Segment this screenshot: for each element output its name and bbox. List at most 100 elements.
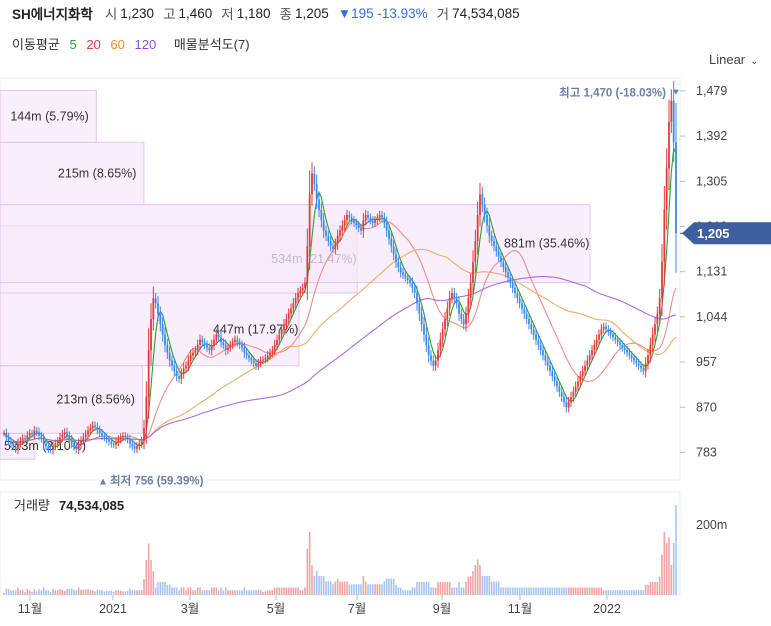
volume-bar: [437, 582, 439, 595]
candle-body: [262, 359, 264, 361]
volume-bar: [495, 581, 498, 595]
volume-bar: [565, 587, 568, 595]
volume-bar: [402, 590, 404, 595]
ma60-legend[interactable]: 60: [110, 37, 125, 52]
candle-body: [462, 318, 465, 325]
candle-body: [383, 217, 386, 223]
volume-bar: [171, 587, 173, 595]
candle-body: [455, 298, 458, 304]
volume-profile-legend[interactable]: 매물분석도(7): [173, 37, 250, 52]
volume-bar: [376, 584, 379, 595]
volume-bar: [570, 587, 572, 595]
volume-bar: [493, 581, 495, 595]
volume-bar: [196, 587, 199, 595]
volume-bar: [264, 591, 267, 595]
volume-bar: [626, 590, 628, 595]
stock-name: SH에너지화학: [12, 7, 93, 22]
candle-body: [628, 352, 631, 356]
max-marker-icon: [673, 89, 679, 95]
volume-bar: [553, 587, 556, 595]
volume-bar: [467, 576, 470, 595]
volume-bar: [409, 590, 411, 595]
volume-bar: [70, 588, 73, 595]
candle-body: [497, 251, 500, 257]
volume-bar: [390, 578, 393, 595]
volume-bar: [259, 590, 262, 595]
low-label: 저: [221, 7, 234, 22]
volume-bar: [647, 584, 649, 595]
volume-bar: [577, 587, 579, 595]
candle-body: [66, 432, 68, 436]
candle-body: [252, 360, 255, 364]
candle-body: [439, 339, 442, 351]
candle-body: [423, 324, 425, 335]
volume-bar: [103, 591, 106, 595]
volume-bar: [122, 591, 124, 595]
volume-bar: [413, 587, 416, 595]
candle-body: [644, 363, 647, 371]
volume-bar: [453, 587, 456, 595]
candle-body: [432, 360, 435, 366]
candle-body: [10, 441, 12, 444]
ma5-legend[interactable]: 5: [69, 37, 77, 52]
volume-bar: [556, 587, 558, 595]
candle-body: [425, 334, 428, 345]
candle-body: [3, 433, 5, 435]
candle-body: [474, 241, 477, 262]
volume-bar: [126, 590, 129, 595]
candle-body: [502, 261, 505, 268]
volume-bar: [285, 587, 288, 595]
volume-bar: [3, 593, 5, 595]
candle-body: [626, 350, 628, 353]
volume-bar: [182, 587, 185, 595]
ma120-legend[interactable]: 120: [134, 37, 157, 52]
moving-average-legend[interactable]: 이동평균 5 20 60 120 매물분석도(7): [12, 34, 256, 53]
scale-toggle[interactable]: Linear ⌄: [709, 52, 759, 67]
volume-bar: [425, 582, 428, 595]
volume-bar: [509, 587, 512, 595]
volume-bar: [245, 590, 248, 595]
candle-body: [481, 194, 484, 205]
candle-body: [411, 282, 414, 288]
grid: [0, 77, 681, 481]
candle-body: [280, 329, 283, 335]
volume-bar: [434, 587, 437, 595]
candles: [3, 81, 677, 455]
volume-bar: [542, 587, 544, 595]
volume-bar: [73, 590, 75, 595]
volume-bar: [329, 581, 332, 595]
volume-bar: [584, 587, 586, 595]
candle-body: [35, 430, 38, 433]
volume-bar: [483, 576, 486, 595]
volume-bar: [640, 590, 642, 595]
candle-body: [670, 100, 673, 122]
candle-body: [649, 344, 652, 356]
candle-body: [376, 217, 379, 221]
volume-bar: [563, 587, 565, 595]
candle-body: [31, 433, 33, 435]
candle-body: [528, 318, 530, 325]
candle-body: [178, 376, 180, 379]
candle-body: [565, 402, 568, 408]
candle-body: [164, 334, 166, 345]
volume-bar: [189, 587, 192, 595]
volume-bar: [418, 582, 421, 595]
candle-body: [446, 308, 449, 319]
volume-bar: [266, 590, 269, 595]
volume-bar: [257, 590, 260, 595]
volume-bar: [362, 576, 365, 595]
volume-bar: [339, 581, 341, 595]
candle-body: [490, 235, 493, 242]
candle-body: [544, 355, 547, 361]
candle-body: [17, 443, 19, 449]
volume-bar: [164, 582, 166, 595]
volume-label: 거: [436, 7, 450, 22]
volume-bar: [56, 590, 59, 595]
volume-bar: [663, 532, 666, 595]
y-tick-label: 1,305: [696, 174, 727, 188]
volume-bar: [138, 590, 141, 595]
candle-body: [26, 435, 29, 440]
ma20-legend[interactable]: 20: [86, 37, 101, 52]
candle-body: [301, 287, 304, 291]
